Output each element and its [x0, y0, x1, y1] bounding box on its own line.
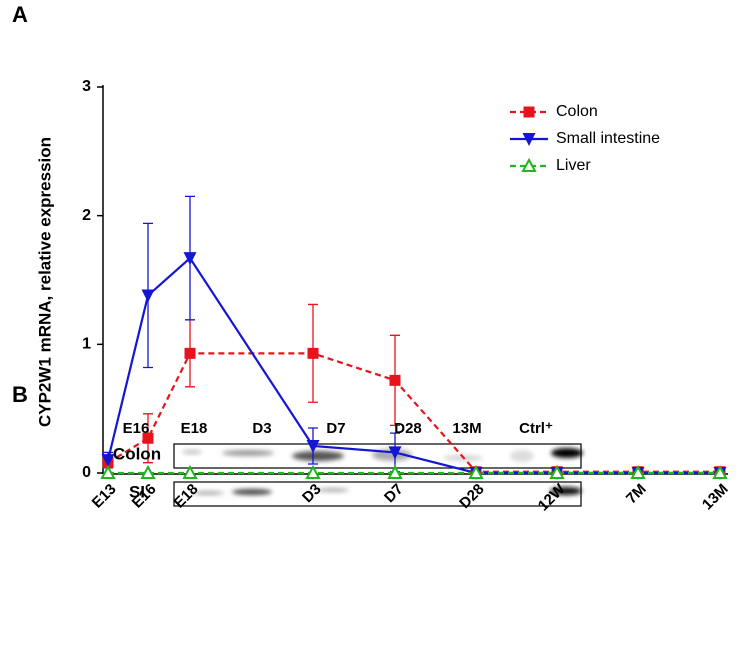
marker	[387, 464, 403, 479]
marker	[100, 464, 116, 479]
y-tick-label: 1	[82, 336, 91, 353]
y-tick-label: 0	[82, 464, 91, 481]
legend-label: Small intestine	[556, 130, 660, 147]
marker	[141, 289, 155, 303]
row-label: Colon	[113, 444, 161, 463]
legend-label: Liver	[556, 157, 591, 174]
lane-label: 13M	[452, 420, 481, 437]
marker	[306, 439, 320, 453]
marker	[630, 464, 646, 479]
x-tick-label: 13M	[699, 481, 732, 514]
row-label: SI	[129, 482, 145, 501]
x-tick-label: E13	[89, 481, 120, 512]
marker	[101, 454, 115, 468]
legend-label: Colon	[556, 103, 598, 120]
y-tick-label: 3	[82, 78, 91, 95]
lane-label: D3	[252, 420, 271, 437]
marker	[183, 252, 197, 266]
lane-label: Ctrl⁺	[519, 420, 553, 437]
marker	[712, 464, 728, 479]
lane-label: E18	[181, 420, 208, 437]
lane-label: D28	[394, 420, 422, 437]
marker	[521, 157, 537, 172]
series-line	[106, 256, 720, 475]
marker	[549, 464, 565, 479]
panel-label: A	[12, 2, 28, 27]
marker	[522, 133, 536, 146]
marker	[468, 464, 484, 479]
y-axis-title: CYP2W1 mRNA, relative expression	[35, 137, 54, 427]
panel-label: B	[12, 382, 28, 407]
x-tick-label: 7M	[623, 481, 650, 508]
marker	[523, 106, 535, 118]
marker	[307, 347, 319, 359]
lane-label: E16	[123, 420, 150, 437]
marker	[184, 347, 196, 359]
marker	[389, 374, 401, 386]
y-tick-label: 2	[82, 207, 91, 224]
blot-box	[173, 481, 582, 507]
marker	[182, 464, 198, 479]
lane-label: D7	[326, 420, 345, 437]
blot-bands	[182, 448, 583, 495]
marker	[305, 464, 321, 479]
marker	[388, 446, 402, 460]
marker	[140, 464, 156, 479]
marker	[142, 432, 154, 444]
